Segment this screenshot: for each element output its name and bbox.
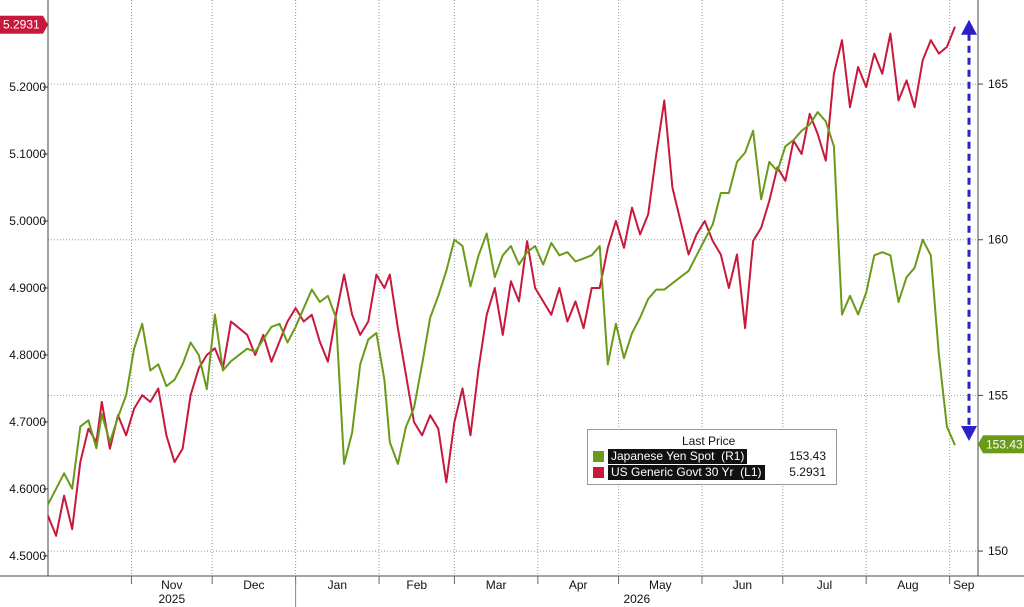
left-tick-label: 4.7000 xyxy=(9,415,46,429)
legend-header: Last Price xyxy=(682,434,736,448)
legend-swatch-yen xyxy=(593,451,604,462)
x-tick-label: Dec xyxy=(243,578,264,592)
annotation-layer xyxy=(961,19,977,442)
left-tick-label: 4.6000 xyxy=(9,482,46,496)
x-tick-label: Jun xyxy=(733,578,752,592)
legend-name-yen: Japanese Yen Spot (R1) xyxy=(608,449,748,464)
arrow-head-up-icon xyxy=(961,19,977,35)
arrow-head-down-icon xyxy=(961,426,977,442)
x-tick-label: Nov xyxy=(161,578,182,592)
last-value-badge-right-bg xyxy=(983,435,1024,454)
last-value-badge-left-text: 5.2931 xyxy=(3,18,40,32)
legend-value-yen: 153.43 xyxy=(789,449,826,463)
series-layer xyxy=(47,26,956,537)
last-value-badge-left-arrow xyxy=(43,15,48,34)
last-value-badge-right-arrow xyxy=(978,435,983,454)
x-tick-label: Aug xyxy=(897,578,918,592)
legend-name-ust30: US Generic Govt 30 Yr (L1) xyxy=(608,465,765,480)
legend: Last Price Japanese Yen Spot (R1) 153.43… xyxy=(587,429,837,485)
last-value-badge-right-text: 153.43 xyxy=(986,437,1023,451)
x-tick-label: Mar xyxy=(486,578,507,592)
year-label-2025: 2025 xyxy=(158,592,185,606)
legend-entry-yen: Japanese Yen Spot (R1) 153.43 xyxy=(590,449,834,464)
x-tick-label: May xyxy=(649,578,672,592)
left-tick-label: 5.1000 xyxy=(9,147,46,161)
year-label-2026: 2026 xyxy=(623,592,650,606)
left-tick-label: 4.8000 xyxy=(9,348,46,362)
ust30-line xyxy=(47,26,956,537)
legend-entry-ust30: US Generic Govt 30 Yr (L1) 5.2931 xyxy=(590,465,834,480)
yen-line xyxy=(47,111,956,505)
left-tick-label: 5.0000 xyxy=(9,214,46,228)
last-value-badge-left-bg xyxy=(0,15,43,34)
left-tick-label: 5.2000 xyxy=(9,80,46,94)
right-tick-label: 160 xyxy=(988,233,1008,247)
right-tick-label: 155 xyxy=(988,388,1008,402)
grid xyxy=(48,0,978,576)
x-tick-label: Sep xyxy=(953,578,975,592)
x-tick-label: Jul xyxy=(817,578,832,592)
left-tick-label: 4.5000 xyxy=(9,549,46,563)
right-tick-label: 165 xyxy=(988,77,1008,91)
x-tick-label: Apr xyxy=(569,578,588,592)
last-value-badges: 5.2931 153.43 xyxy=(0,15,1024,454)
legend-swatch-ust30 xyxy=(593,467,604,478)
right-tick-label: 150 xyxy=(988,544,1008,558)
x-tick-label: Feb xyxy=(406,578,427,592)
left-tick-label: 4.9000 xyxy=(9,281,46,295)
x-tick-label: Jan xyxy=(328,578,347,592)
legend-value-ust30: 5.2931 xyxy=(789,465,826,479)
